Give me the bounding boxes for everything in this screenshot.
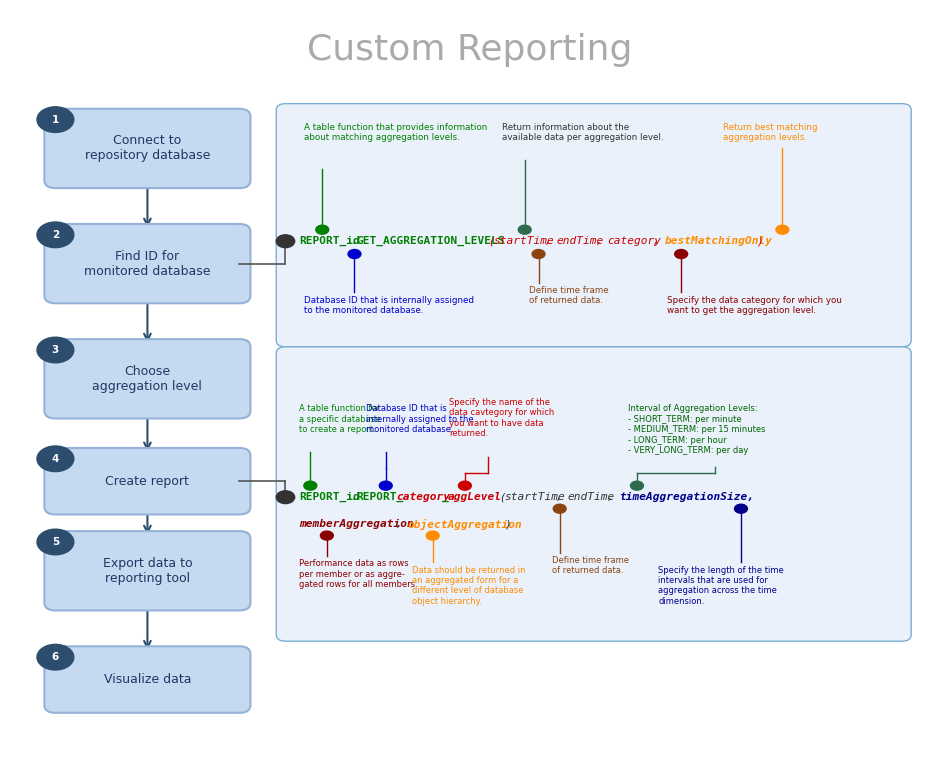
Circle shape xyxy=(37,337,74,363)
Text: A table function for
a specific database
to create a report.: A table function for a specific database… xyxy=(300,404,380,434)
Circle shape xyxy=(518,225,531,235)
Text: Create report: Create report xyxy=(105,474,190,487)
Circle shape xyxy=(458,481,471,490)
Text: aggLevel: aggLevel xyxy=(448,492,501,502)
Circle shape xyxy=(776,225,789,235)
FancyBboxPatch shape xyxy=(44,108,251,188)
Text: A table function that provides information
about matching aggregation levels.: A table function that provides informati… xyxy=(304,123,487,142)
Text: Return information about the
available data per aggregation level.: Return information about the available d… xyxy=(501,123,663,142)
Text: REPORT_: REPORT_ xyxy=(356,492,404,502)
Circle shape xyxy=(304,481,316,490)
Text: startTime: startTime xyxy=(504,492,565,502)
FancyBboxPatch shape xyxy=(276,347,911,641)
Text: Specify the name of the
data cavtegory for which
you want to have data
returned.: Specify the name of the data cavtegory f… xyxy=(449,398,555,439)
Text: Connect to
repository database: Connect to repository database xyxy=(85,134,210,163)
Text: (: ( xyxy=(493,492,507,502)
Text: endTime: endTime xyxy=(567,492,615,502)
Text: REPORT_id: REPORT_id xyxy=(300,492,360,502)
Text: REPORT_id: REPORT_id xyxy=(300,236,360,246)
Text: Export data to
reporting tool: Export data to reporting tool xyxy=(102,557,192,584)
Text: 6: 6 xyxy=(52,652,59,662)
Text: category: category xyxy=(396,492,450,502)
Text: memberAggregation: memberAggregation xyxy=(300,519,414,529)
FancyBboxPatch shape xyxy=(44,646,251,713)
Text: Performance data as rows
per member or as aggre-
gated rows for all members.: Performance data as rows per member or a… xyxy=(300,559,418,589)
FancyBboxPatch shape xyxy=(44,224,251,303)
Circle shape xyxy=(348,250,361,258)
FancyBboxPatch shape xyxy=(44,448,251,514)
Circle shape xyxy=(379,481,393,490)
FancyBboxPatch shape xyxy=(44,531,251,610)
Text: Define time frame
of returned data.: Define time frame of returned data. xyxy=(552,556,629,575)
Text: endTime: endTime xyxy=(556,236,603,246)
Text: ): ) xyxy=(504,519,512,529)
Circle shape xyxy=(675,250,687,258)
Circle shape xyxy=(276,490,295,503)
Text: Database ID that is internally assigned
to the monitored database.: Database ID that is internally assigned … xyxy=(304,296,474,315)
Text: ,: , xyxy=(653,236,667,246)
Circle shape xyxy=(553,504,566,513)
Circle shape xyxy=(320,531,333,540)
Text: .: . xyxy=(350,236,358,246)
Text: Database ID that is
internally assigned to the
monitored database.: Database ID that is internally assigned … xyxy=(365,404,473,434)
Text: Define time frame
of returned data.: Define time frame of returned data. xyxy=(530,286,608,306)
Text: (: ( xyxy=(482,236,496,246)
Text: ,: , xyxy=(556,492,569,502)
Text: Interval of Aggregation Levels:
- SHORT_TERM: per minute
- MEDIUM_TERM: per 15 m: Interval of Aggregation Levels: - SHORT_… xyxy=(628,404,765,455)
Text: objectAggregation: objectAggregation xyxy=(408,519,522,529)
Circle shape xyxy=(37,107,74,132)
Text: Specify the length of the time
intervals that are used for
aggregation across th: Specify the length of the time intervals… xyxy=(658,565,784,606)
Circle shape xyxy=(37,644,74,670)
Text: startTime: startTime xyxy=(493,236,554,246)
Text: 3: 3 xyxy=(52,345,59,355)
Text: Custom Reporting: Custom Reporting xyxy=(307,34,632,67)
Text: ,: , xyxy=(596,236,609,246)
Text: GET_AGGREGATION_LEVELS: GET_AGGREGATION_LEVELS xyxy=(356,236,505,246)
Text: category: category xyxy=(608,236,661,246)
Circle shape xyxy=(734,504,747,513)
Text: 5: 5 xyxy=(52,537,59,547)
Circle shape xyxy=(37,446,74,471)
Text: ,: , xyxy=(545,236,558,246)
Circle shape xyxy=(426,531,439,540)
Text: Find ID for
monitored database: Find ID for monitored database xyxy=(85,250,210,277)
Text: .: . xyxy=(350,492,358,502)
Text: Choose
aggregation level: Choose aggregation level xyxy=(92,364,203,393)
FancyBboxPatch shape xyxy=(44,339,251,419)
Circle shape xyxy=(37,529,74,555)
Text: Data should be returned in
an aggregated form for a
different level of database
: Data should be returned in an aggregated… xyxy=(412,565,526,606)
Text: Specify the data category for which you
want to get the aggregation level.: Specify the data category for which you … xyxy=(668,296,842,315)
Text: bestMatchingOnly: bestMatchingOnly xyxy=(665,236,773,246)
Text: 1: 1 xyxy=(52,115,59,125)
Circle shape xyxy=(532,250,545,258)
Text: Return best matching
aggregation levels.: Return best matching aggregation levels. xyxy=(723,123,817,142)
Circle shape xyxy=(37,222,74,248)
FancyBboxPatch shape xyxy=(276,104,911,347)
Text: ,: , xyxy=(396,519,409,529)
Text: 2: 2 xyxy=(52,230,59,240)
Text: Visualize data: Visualize data xyxy=(103,673,192,686)
Text: timeAggregationSize,: timeAggregationSize, xyxy=(619,492,754,502)
Text: ,: , xyxy=(608,492,621,502)
Text: _: _ xyxy=(442,492,449,502)
Circle shape xyxy=(316,225,329,235)
Text: ): ) xyxy=(756,236,762,246)
Circle shape xyxy=(276,235,295,248)
Circle shape xyxy=(631,481,643,490)
Text: 4: 4 xyxy=(52,454,59,464)
